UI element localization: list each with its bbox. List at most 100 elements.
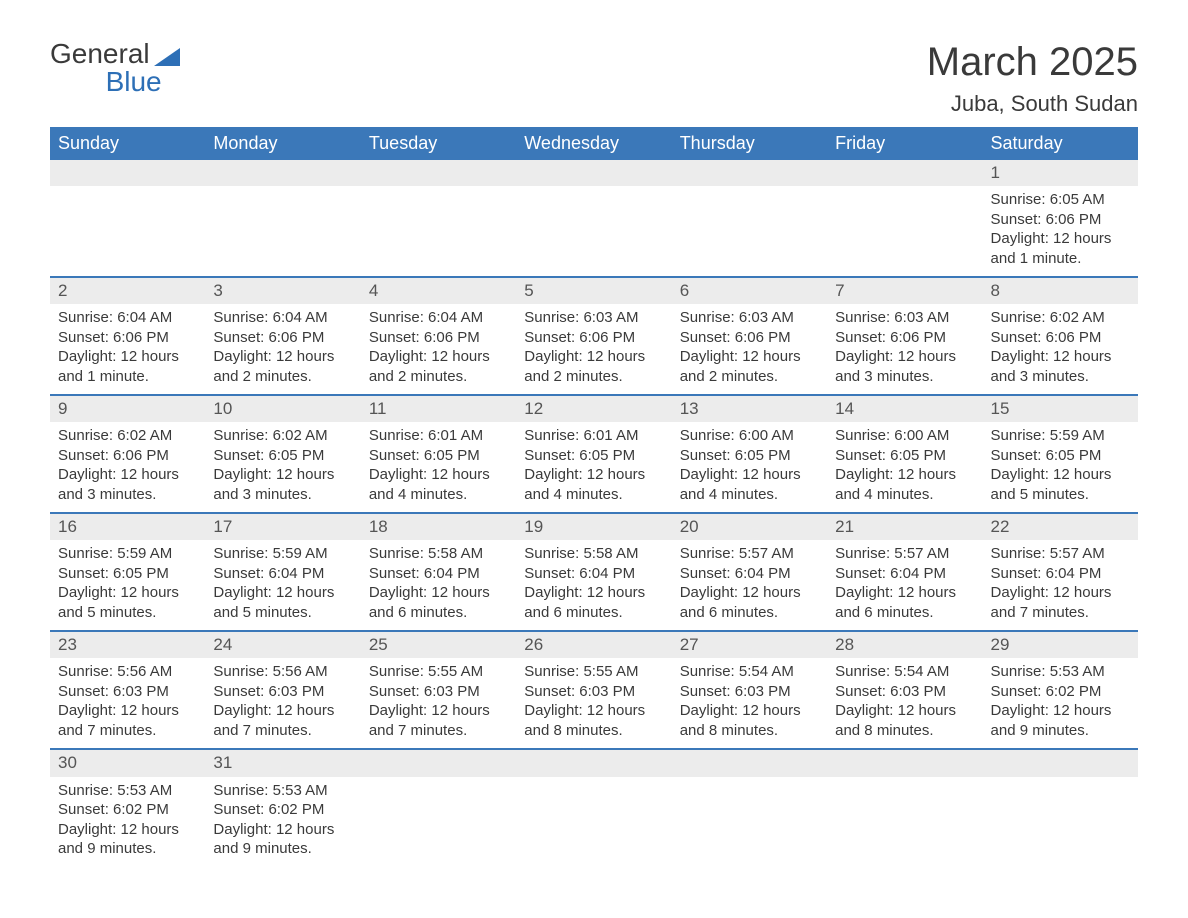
detail-line: Sunset: 6:04 PM	[369, 564, 508, 584]
day-number: 30	[50, 749, 205, 776]
detail-line: and 2 minutes.	[213, 367, 352, 387]
detail-line: Daylight: 12 hours	[991, 583, 1130, 603]
detail-line: Sunset: 6:05 PM	[991, 446, 1130, 466]
month-title: March 2025	[927, 40, 1138, 85]
detail-line: Sunrise: 6:04 AM	[369, 308, 508, 328]
detail-line: and 6 minutes.	[369, 603, 508, 623]
detail-line: Daylight: 12 hours	[835, 701, 974, 721]
detail-line: and 5 minutes.	[991, 485, 1130, 505]
detail-line: Daylight: 12 hours	[58, 701, 197, 721]
title-block: March 2025 Juba, South Sudan	[927, 40, 1138, 117]
detail-line: Sunrise: 6:04 AM	[58, 308, 197, 328]
detail-line: and 6 minutes.	[524, 603, 663, 623]
detail-line: Sunrise: 5:57 AM	[991, 544, 1130, 564]
detail-line: Daylight: 12 hours	[680, 347, 819, 367]
day-number: 12	[516, 395, 671, 422]
detail-line: and 6 minutes.	[835, 603, 974, 623]
day-number: 26	[516, 631, 671, 658]
day-number: 31	[205, 749, 360, 776]
day-number: 25	[361, 631, 516, 658]
detail-line: Daylight: 12 hours	[58, 583, 197, 603]
day-number: 15	[983, 395, 1138, 422]
detail-line: Daylight: 12 hours	[58, 347, 197, 367]
detail-line: and 2 minutes.	[680, 367, 819, 387]
weekday-header-row: Sunday Monday Tuesday Wednesday Thursday…	[50, 127, 1138, 160]
detail-line: Daylight: 12 hours	[991, 229, 1130, 249]
detail-line: Sunrise: 5:58 AM	[369, 544, 508, 564]
detail-line: Daylight: 12 hours	[524, 465, 663, 485]
day-number-row: 23242526272829	[50, 631, 1138, 658]
detail-line: Daylight: 12 hours	[213, 701, 352, 721]
detail-line: Sunrise: 5:55 AM	[369, 662, 508, 682]
day-detail	[361, 186, 516, 277]
day-number	[361, 749, 516, 776]
day-number: 18	[361, 513, 516, 540]
day-detail: Sunrise: 5:59 AMSunset: 6:05 PMDaylight:…	[50, 540, 205, 631]
day-number: 5	[516, 277, 671, 304]
detail-line: Sunrise: 6:01 AM	[524, 426, 663, 446]
day-number: 2	[50, 277, 205, 304]
detail-line: Daylight: 12 hours	[58, 465, 197, 485]
detail-line: Sunset: 6:05 PM	[213, 446, 352, 466]
detail-line: and 5 minutes.	[58, 603, 197, 623]
day-detail: Sunrise: 6:03 AMSunset: 6:06 PMDaylight:…	[672, 304, 827, 395]
day-detail	[672, 186, 827, 277]
detail-line: Sunrise: 6:03 AM	[524, 308, 663, 328]
day-detail: Sunrise: 6:03 AMSunset: 6:06 PMDaylight:…	[516, 304, 671, 395]
detail-line: Daylight: 12 hours	[524, 701, 663, 721]
detail-line: and 9 minutes.	[58, 839, 197, 859]
detail-line: and 3 minutes.	[991, 367, 1130, 387]
detail-line: Daylight: 12 hours	[835, 465, 974, 485]
detail-line: Daylight: 12 hours	[369, 583, 508, 603]
day-detail: Sunrise: 5:58 AMSunset: 6:04 PMDaylight:…	[516, 540, 671, 631]
day-number: 4	[361, 277, 516, 304]
detail-line: Sunrise: 5:53 AM	[213, 781, 352, 801]
weekday-header: Friday	[827, 127, 982, 160]
day-detail: Sunrise: 6:00 AMSunset: 6:05 PMDaylight:…	[827, 422, 982, 513]
day-detail: Sunrise: 5:56 AMSunset: 6:03 PMDaylight:…	[50, 658, 205, 749]
day-detail: Sunrise: 5:57 AMSunset: 6:04 PMDaylight:…	[983, 540, 1138, 631]
day-number	[361, 160, 516, 186]
logo-text-general: General	[50, 40, 150, 68]
detail-line: and 8 minutes.	[835, 721, 974, 741]
day-number: 6	[672, 277, 827, 304]
detail-line: Sunset: 6:02 PM	[58, 800, 197, 820]
detail-line: Sunrise: 6:00 AM	[680, 426, 819, 446]
detail-line: Sunset: 6:05 PM	[835, 446, 974, 466]
day-detail-row: Sunrise: 6:05 AMSunset: 6:06 PMDaylight:…	[50, 186, 1138, 277]
day-number-row: 3031	[50, 749, 1138, 776]
detail-line: and 1 minute.	[58, 367, 197, 387]
detail-line: Sunrise: 5:59 AM	[213, 544, 352, 564]
day-detail: Sunrise: 6:02 AMSunset: 6:06 PMDaylight:…	[50, 422, 205, 513]
detail-line: Daylight: 12 hours	[369, 347, 508, 367]
detail-line: Sunset: 6:06 PM	[524, 328, 663, 348]
day-detail-row: Sunrise: 5:56 AMSunset: 6:03 PMDaylight:…	[50, 658, 1138, 749]
day-number: 8	[983, 277, 1138, 304]
detail-line: Sunrise: 6:05 AM	[991, 190, 1130, 210]
detail-line: Sunrise: 5:57 AM	[835, 544, 974, 564]
day-number	[827, 160, 982, 186]
day-number	[827, 749, 982, 776]
day-number: 23	[50, 631, 205, 658]
detail-line: Sunset: 6:03 PM	[58, 682, 197, 702]
detail-line: Daylight: 12 hours	[524, 347, 663, 367]
detail-line: Daylight: 12 hours	[680, 465, 819, 485]
detail-line: and 8 minutes.	[680, 721, 819, 741]
detail-line: Sunset: 6:06 PM	[991, 210, 1130, 230]
day-detail: Sunrise: 6:02 AMSunset: 6:05 PMDaylight:…	[205, 422, 360, 513]
detail-line: Daylight: 12 hours	[213, 583, 352, 603]
weekday-header: Tuesday	[361, 127, 516, 160]
day-detail: Sunrise: 5:53 AMSunset: 6:02 PMDaylight:…	[983, 658, 1138, 749]
detail-line: Sunset: 6:02 PM	[991, 682, 1130, 702]
day-detail: Sunrise: 5:54 AMSunset: 6:03 PMDaylight:…	[827, 658, 982, 749]
day-number: 1	[983, 160, 1138, 186]
day-detail: Sunrise: 6:04 AMSunset: 6:06 PMDaylight:…	[50, 304, 205, 395]
detail-line: Sunrise: 5:55 AM	[524, 662, 663, 682]
detail-line: Sunrise: 5:53 AM	[58, 781, 197, 801]
detail-line: and 7 minutes.	[213, 721, 352, 741]
detail-line: Sunset: 6:06 PM	[680, 328, 819, 348]
detail-line: Daylight: 12 hours	[991, 465, 1130, 485]
detail-line: Sunset: 6:06 PM	[213, 328, 352, 348]
day-detail	[983, 777, 1138, 867]
detail-line: and 1 minute.	[991, 249, 1130, 269]
